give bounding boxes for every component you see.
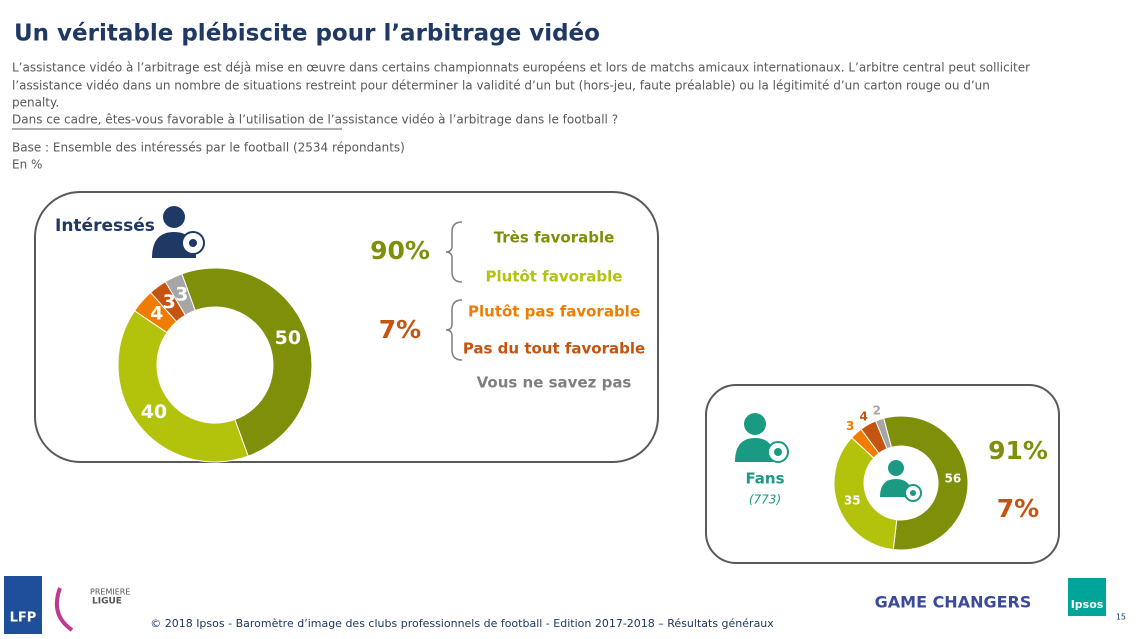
brand-name: Ipsos bbox=[1071, 598, 1104, 611]
value-label: 4 bbox=[150, 302, 163, 324]
lfp-logo bbox=[4, 576, 42, 634]
donut-segment bbox=[117, 310, 249, 463]
value-label: 4 bbox=[860, 409, 868, 423]
intro-line: L’assistance vidéo à l’arbitrage est déj… bbox=[12, 61, 1030, 75]
value-label: 3 bbox=[846, 419, 854, 433]
intro-line: penalty. bbox=[12, 96, 59, 110]
person-icon bbox=[152, 206, 205, 258]
value-label: 50 bbox=[275, 327, 301, 349]
summary-label: 7% bbox=[379, 315, 421, 344]
tagline: GAME CHANGERS bbox=[875, 593, 1032, 612]
donut-segment bbox=[875, 417, 893, 450]
lfp-text: LFP bbox=[10, 611, 37, 626]
chart-title: Intéressés bbox=[55, 216, 155, 236]
donut-segment bbox=[833, 436, 898, 551]
value-label: 40 bbox=[141, 401, 167, 423]
intro-line: l’assistance vidéo dans un nombre de sit… bbox=[12, 79, 990, 93]
unit: En % bbox=[12, 158, 42, 172]
legend-entry: Plutôt favorable bbox=[486, 268, 623, 286]
legend-entry: Pas du tout favorable bbox=[463, 340, 645, 358]
panel bbox=[34, 191, 659, 463]
bracket bbox=[445, 221, 463, 361]
slide-title: Un véritable plébiscite pour l’arbitrage… bbox=[14, 21, 600, 47]
donut-segment bbox=[164, 273, 196, 316]
chart-title: Fans bbox=[745, 470, 784, 488]
legend-entry: Très favorable bbox=[494, 229, 615, 247]
base: Base : Ensemble des intéressés par le fo… bbox=[12, 141, 405, 155]
value-label: 2 bbox=[873, 403, 881, 417]
person-icon bbox=[735, 413, 789, 463]
summary-label: 90% bbox=[370, 236, 430, 265]
value-label: 56 bbox=[945, 472, 962, 486]
summary-label: 91% bbox=[988, 436, 1048, 465]
panel bbox=[705, 384, 1060, 564]
donut-segment bbox=[181, 267, 313, 457]
league-text: LIGUE bbox=[92, 597, 122, 607]
league-text: PREMIERE bbox=[90, 588, 130, 597]
footer-copyright: © 2018 Ipsos - Baromètre d’image des clu… bbox=[150, 617, 774, 630]
legend-entry: Vous ne savez pas bbox=[477, 374, 632, 392]
value-label: 35 bbox=[844, 494, 861, 508]
league-logo bbox=[55, 587, 74, 632]
value-label: 3 bbox=[163, 291, 176, 313]
brand-logo bbox=[1068, 578, 1106, 616]
question: Dans ce cadre, êtes-vous favorable à l’u… bbox=[12, 113, 618, 127]
legend-entry: Plutôt pas favorable bbox=[468, 303, 640, 321]
summary-label: 7% bbox=[997, 494, 1039, 523]
chart-subtitle: (773) bbox=[749, 493, 781, 507]
value-label: 3 bbox=[175, 283, 188, 305]
person-icon bbox=[880, 460, 922, 502]
page-number: 15 bbox=[1116, 613, 1126, 622]
donut-segment bbox=[883, 415, 969, 551]
